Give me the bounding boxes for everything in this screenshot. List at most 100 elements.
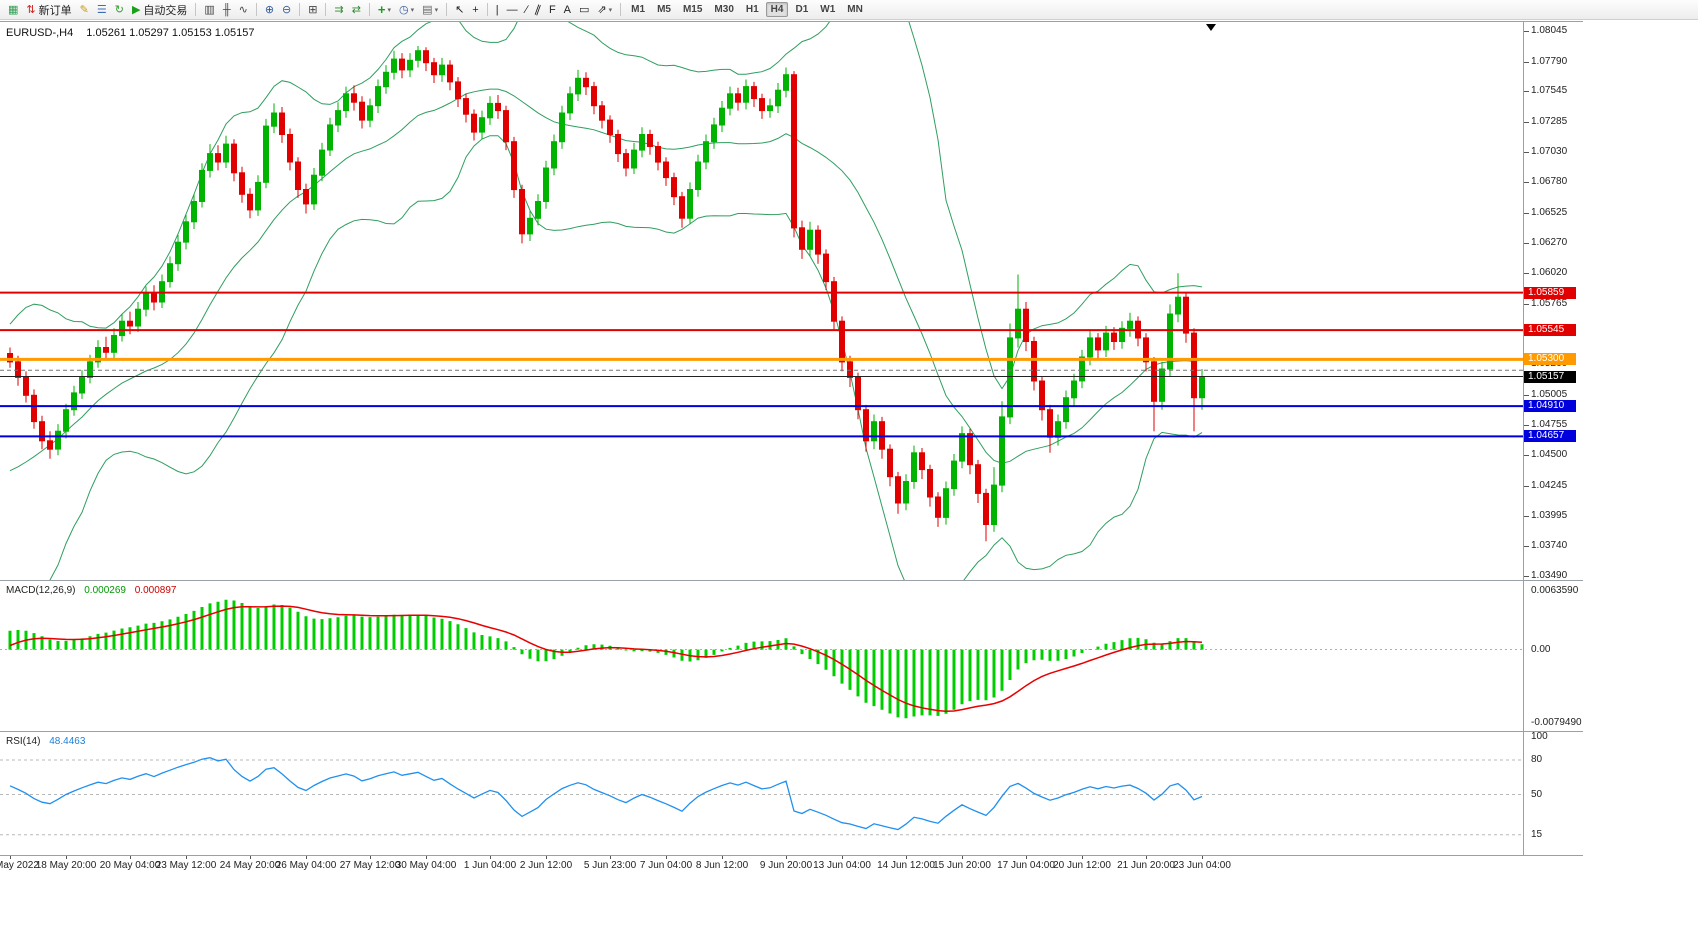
toolbar-separator — [325, 3, 327, 16]
time-axis-label: 17 Jun 04:00 — [997, 860, 1055, 871]
zoom-in-button[interactable]: ⊕ — [262, 2, 277, 18]
price-scale-label: 1.03490 — [1531, 570, 1568, 581]
timeframe-h1[interactable]: H1 — [745, 4, 759, 15]
vertical-line-button[interactable]: | — [493, 2, 502, 18]
time-axis-tick — [1202, 856, 1203, 859]
timeframe-m5[interactable]: M5 — [657, 4, 671, 15]
price-scale-label: 1.04245 — [1531, 480, 1568, 491]
timeframe-w1[interactable]: W1 — [820, 4, 836, 15]
dropdown-caret-icon: ▾ — [434, 6, 439, 14]
fibonacci-button[interactable]: F — [546, 2, 559, 18]
price-scale-label: 1.05765 — [1531, 298, 1568, 309]
price-scale-label: 1.06020 — [1531, 267, 1568, 278]
time-axis-tick — [1026, 856, 1027, 859]
dropdown-caret-icon: ▾ — [410, 6, 415, 14]
price-chart-canvas[interactable] — [0, 22, 1523, 580]
time-axis-label: 24 May 20:00 — [219, 860, 281, 871]
time-axis-label: 14 Jun 12:00 — [877, 860, 935, 871]
toolbar-separator — [299, 3, 301, 16]
price-scale-tick — [1524, 273, 1529, 274]
auto-scroll-icon: ⇉ — [334, 3, 344, 16]
templates-button[interactable]: ▤ ▾ — [419, 2, 441, 18]
price-scale-label: 1.06525 — [1531, 207, 1568, 218]
macd-canvas[interactable] — [0, 581, 1523, 731]
time-axis-label: 1 Jun 04:00 — [463, 860, 517, 871]
indicators-icon: + — [377, 1, 386, 17]
new-order-button[interactable]: ⇅ 新订单 — [23, 2, 74, 18]
price-scale-tick — [1524, 213, 1529, 214]
templates-icon: ▤ — [422, 3, 433, 16]
candles-layer — [7, 46, 1205, 542]
price-scale-tick — [1524, 395, 1529, 396]
rsi-scale-label: 80 — [1531, 754, 1543, 765]
time-axis-label: 26 May 04:00 — [275, 860, 337, 871]
refresh-button[interactable]: ↻ — [112, 2, 127, 18]
chart-shift-marker[interactable] — [1206, 24, 1216, 31]
periods-button[interactable]: ◷ ▾ — [396, 2, 417, 18]
bid-price-line-badge: 1.05157 — [1524, 371, 1576, 383]
new-chart-button[interactable]: ▦ — [5, 2, 21, 18]
chart-title: EURUSD-,H4 1.05261 1.05297 1.05153 1.051… — [6, 27, 255, 39]
text-label-button[interactable]: ▭ — [576, 2, 592, 18]
time-axis-tick — [490, 856, 491, 859]
candlestick-chart-button[interactable]: ╫ — [220, 2, 234, 18]
market-watch-icon: ☰ — [96, 3, 107, 16]
chart-shift-icon: ⇄ — [351, 3, 361, 16]
timeframe-m30[interactable]: M30 — [714, 4, 734, 15]
chart-shift-button[interactable]: ⇄ — [349, 2, 364, 18]
price-scale-tick — [1524, 546, 1529, 547]
auto-trading-icon: ▶ — [131, 3, 141, 16]
text-button[interactable]: A — [561, 2, 574, 18]
pivot-line-badge: 1.05300 — [1524, 353, 1576, 365]
new-order-button-label: 新订单 — [38, 4, 72, 17]
time-axis-tick — [962, 856, 963, 859]
candlestick-chart-icon: ╫ — [222, 3, 231, 16]
equidistant-channel-icon: ∥ — [533, 2, 543, 17]
price-scale-label: 1.03995 — [1531, 510, 1568, 521]
price-scale-tick — [1524, 455, 1529, 456]
time-axis-label: 17 May 2022 — [0, 860, 39, 871]
text-label-icon: ▭ — [579, 3, 590, 16]
trendline-icon: ∕ — [525, 3, 528, 16]
rsi-canvas[interactable] — [0, 732, 1523, 855]
crosshair-button[interactable]: + — [469, 2, 481, 18]
price-scale-label: 1.06780 — [1531, 176, 1568, 187]
cursor-button[interactable]: ↖ — [452, 2, 467, 18]
time-axis-tick — [722, 856, 723, 859]
timeframe-h4[interactable]: H4 — [765, 2, 789, 17]
auto-scroll-button[interactable]: ⇉ — [331, 2, 346, 18]
line-chart-button[interactable]: ∿ — [236, 2, 251, 18]
equidistant-channel-button[interactable]: ∥ — [532, 2, 544, 18]
bar-chart-button[interactable]: ▥ — [201, 2, 217, 18]
chart-window[interactable]: EURUSD-,H4 1.05261 1.05297 1.05153 1.051… — [0, 20, 1698, 944]
rsi-scale-label: 50 — [1531, 789, 1543, 800]
price-scale-label: 1.03740 — [1531, 540, 1568, 551]
chart-top-border — [0, 21, 1583, 22]
price-scale-label: 1.07030 — [1531, 146, 1568, 157]
time-axis-label: 7 Jun 04:00 — [639, 860, 693, 871]
price-scale-tick — [1524, 31, 1529, 32]
timeframe-m1[interactable]: M1 — [631, 4, 646, 15]
market-watch-button[interactable]: ☰ — [94, 2, 110, 18]
arrows-button[interactable]: ⇗ ▾ — [594, 2, 615, 18]
timeframe-mn[interactable]: MN — [847, 4, 863, 15]
price-scale-tick — [1524, 91, 1529, 92]
zoom-out-button[interactable]: ⊖ — [279, 2, 294, 18]
new-order-icon: ⇅ — [26, 3, 36, 16]
metaeditor-button[interactable]: ✎ — [77, 2, 92, 18]
bar-chart-icon: ▥ — [204, 3, 215, 16]
price-scale-tick — [1524, 152, 1529, 153]
auto-trading-button[interactable]: ▶ 自动交易 — [129, 2, 190, 18]
timeframe-m15[interactable]: M15 — [682, 4, 703, 15]
horizontal-line-button[interactable]: — — [504, 2, 521, 18]
rsi-panel-separator[interactable] — [0, 731, 1583, 732]
tile-windows-button[interactable]: ⊞ — [305, 2, 320, 18]
rsi-label: RSI(14) 48.4463 — [6, 736, 85, 747]
indicators-button[interactable]: + ▾ — [375, 2, 394, 18]
trendline-button[interactable]: ∕ — [523, 2, 531, 18]
time-axis-label: 9 Jun 20:00 — [759, 860, 813, 871]
macd-panel-separator[interactable] — [0, 580, 1583, 581]
timeframe-d1[interactable]: D1 — [795, 4, 809, 15]
cursor-icon: ↖ — [455, 3, 465, 16]
